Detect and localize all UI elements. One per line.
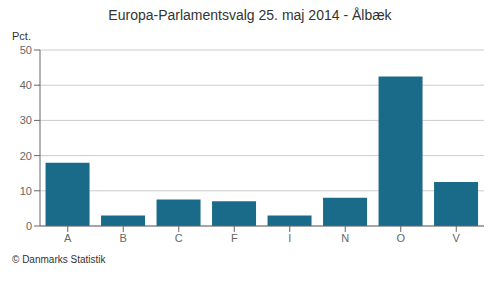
svg-text:N: N xyxy=(341,232,349,244)
html-text:Pct.: Pct. xyxy=(12,30,31,42)
svg-text:B: B xyxy=(120,232,127,244)
svg-text:F: F xyxy=(231,232,238,244)
svg-text:30: 30 xyxy=(20,114,32,126)
svg-text:10: 10 xyxy=(20,185,32,197)
svg-text:C: C xyxy=(175,232,183,244)
html-text:© Danmarks Statistik: © Danmarks Statistik xyxy=(12,254,106,265)
html-text:Europa-Parlamentsvalg 25. maj: Europa-Parlamentsvalg 25. maj 2014 - Ålb… xyxy=(108,7,392,23)
svg-text:A: A xyxy=(64,232,72,244)
svg-text:O: O xyxy=(396,232,405,244)
svg-text:V: V xyxy=(453,232,461,244)
svg-text:I: I xyxy=(288,232,291,244)
svg-text:40: 40 xyxy=(20,79,32,91)
svg-text:20: 20 xyxy=(20,150,32,162)
svg-text:50: 50 xyxy=(20,44,32,56)
svg-text:0: 0 xyxy=(26,220,32,232)
